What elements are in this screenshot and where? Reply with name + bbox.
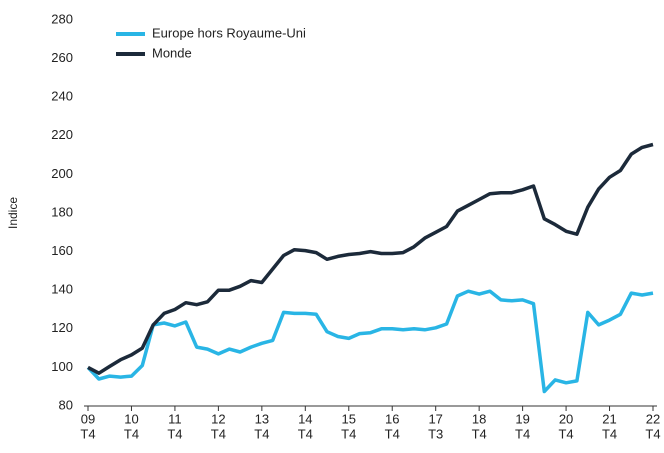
x-tick-label: 09 xyxy=(81,411,95,426)
x-tick-label: T4 xyxy=(645,426,660,441)
series-line xyxy=(87,142,654,375)
x-tick-label: 11 xyxy=(168,411,182,426)
x-tick-label: T4 xyxy=(602,426,617,441)
x-tick-label: 19 xyxy=(515,411,529,426)
x-tick-label: T4 xyxy=(298,426,313,441)
y-tick-label: 220 xyxy=(51,127,73,142)
y-axis-label: Indice xyxy=(6,197,20,229)
x-tick-label: 21 xyxy=(602,411,616,426)
x-tick-label: 18 xyxy=(472,411,486,426)
x-tick-label: 22 xyxy=(646,411,660,426)
x-tick-label: T4 xyxy=(254,426,269,441)
legend-label: Europe hors Royaume-Uni xyxy=(152,25,306,40)
x-tick-label: 13 xyxy=(255,411,269,426)
x-tick-label: T4 xyxy=(80,426,95,441)
x-tick-label: T4 xyxy=(515,426,530,441)
y-tick-label: 80 xyxy=(59,397,73,412)
x-tick-label: T4 xyxy=(341,426,356,441)
y-tick-label: 100 xyxy=(51,359,73,374)
x-tick-label: 20 xyxy=(559,411,573,426)
y-tick-label: 180 xyxy=(51,204,73,219)
x-tick-label: T4 xyxy=(558,426,573,441)
x-tick-label: 10 xyxy=(124,411,138,426)
x-tick-label: 15 xyxy=(342,411,356,426)
x-tick-label: T4 xyxy=(385,426,400,441)
x-tick-label: T4 xyxy=(124,426,139,441)
x-tick-label: T4 xyxy=(167,426,182,441)
x-tick-label: T4 xyxy=(211,426,226,441)
x-tick-label: T3 xyxy=(428,426,443,441)
x-tick-label: 14 xyxy=(298,411,312,426)
y-tick-label: 200 xyxy=(51,166,73,181)
y-tick-label: 140 xyxy=(51,282,73,297)
x-tick-label: 12 xyxy=(211,411,225,426)
y-tick-label: 260 xyxy=(51,50,73,65)
legend-label: Monde xyxy=(152,45,192,60)
y-tick-label: 160 xyxy=(51,243,73,258)
x-tick-label: T4 xyxy=(472,426,487,441)
series-line xyxy=(86,289,654,394)
y-tick-label: 280 xyxy=(51,11,73,26)
y-tick-label: 240 xyxy=(51,89,73,104)
x-tick-label: 16 xyxy=(385,411,399,426)
y-tick-label: 120 xyxy=(51,320,73,335)
x-tick-label: 17 xyxy=(428,411,442,426)
